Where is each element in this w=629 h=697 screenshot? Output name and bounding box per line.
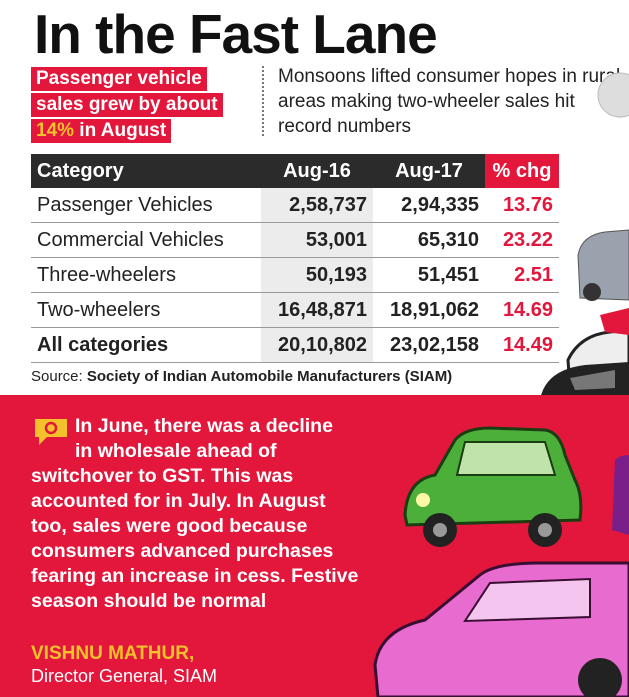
col-header-category: Category [31,154,261,188]
quote-author-role: Director General, SIAM [31,666,218,686]
row-aug16: 20,10,802 [261,327,373,363]
source-name: Society of Indian Automobile Manufacture… [86,368,453,385]
silver-car-icon [577,229,629,301]
table-row: Passenger Vehicles 2,58,737 2,94,335 13.… [31,188,559,223]
sales-table: Category Aug-16 Aug-17 % chg Passenger V… [31,154,559,363]
row-change: 23.22 [485,222,559,258]
quote-line: In June, there was a decline [31,414,423,439]
row-change: 14.69 [485,292,559,328]
row-aug17: 23,02,158 [373,327,485,363]
row-category: Two-wheelers [31,292,261,328]
quote-author: VISHNU MATHUR, [31,643,195,664]
row-aug17: 2,94,335 [373,188,485,223]
row-aug17: 65,310 [373,222,485,258]
quote-line: switchover to GST. This was [31,465,294,487]
row-category: Commercial Vehicles [31,222,261,258]
table-total-row: All categories 20,10,802 23,02,158 14.49 [31,327,559,363]
green-car-icon [403,426,583,547]
source-line: Source: Society of Indian Automobile Man… [31,368,452,385]
row-change: 2.51 [485,257,559,293]
pink-car-icon [373,561,629,697]
row-category: Three-wheelers [31,257,261,293]
context-note: Monsoons lifted consumer hopes in rural … [278,66,621,137]
quote-line: consumers advanced purchases [31,540,334,562]
col-header-aug16: Aug-16 [261,154,373,188]
source-label: Source: [31,368,83,385]
quote-line: accounted for in July. In August [31,490,326,512]
table-row: Two-wheelers 16,48,871 18,91,062 14.69 [31,292,559,328]
infographic-title: In the Fast Lane [34,3,438,65]
cars-illustration-top [566,72,629,392]
purple-car-icon [612,455,629,535]
quote-line: fearing an increase in cess. Festive [31,565,359,587]
row-aug16: 50,193 [261,257,373,293]
quote-line: too, sales were good because [31,515,308,537]
dotted-divider [262,66,264,136]
row-aug17: 18,91,062 [373,292,485,328]
row-aug16: 53,001 [261,222,373,258]
highlight-percent: 14% [36,120,75,141]
quote-text: In June, there was a decline in wholesal… [31,414,423,614]
row-change: 14.49 [485,327,559,363]
red-car-icon [600,308,629,335]
highlight-line-2: sales grew by about [31,93,223,117]
highlight-line-3: 14% in August [31,119,172,143]
row-category: All categories [31,327,261,363]
row-aug16: 2,58,737 [261,188,373,223]
table-row: Commercial Vehicles 53,001 65,310 23.22 [31,222,559,258]
table-header-row: Category Aug-16 Aug-17 % chg [31,154,559,188]
quote-line-text: In June, there was a decline [75,415,333,437]
wheel-icon [597,72,629,118]
highlight-line-3-rest: in August [74,120,167,141]
col-header-aug17: Aug-17 [373,154,485,188]
quote-line-text: in wholesale ahead of [75,440,277,462]
quote-bubble-icon [35,419,67,445]
row-aug17: 51,451 [373,257,485,293]
table-row: Three-wheelers 50,193 51,451 2.51 [31,257,559,293]
row-category: Passenger Vehicles [31,188,261,223]
row-change: 13.76 [485,188,559,223]
row-aug16: 16,48,871 [261,292,373,328]
highlight-line-1: Passenger vehicle [31,67,207,91]
quote-line: season should be normal [31,590,267,612]
quote-line: in wholesale ahead of [31,439,423,464]
highlight-box: Passenger vehicle sales grew by about 14… [31,67,241,145]
col-header-change: % chg [485,154,559,188]
